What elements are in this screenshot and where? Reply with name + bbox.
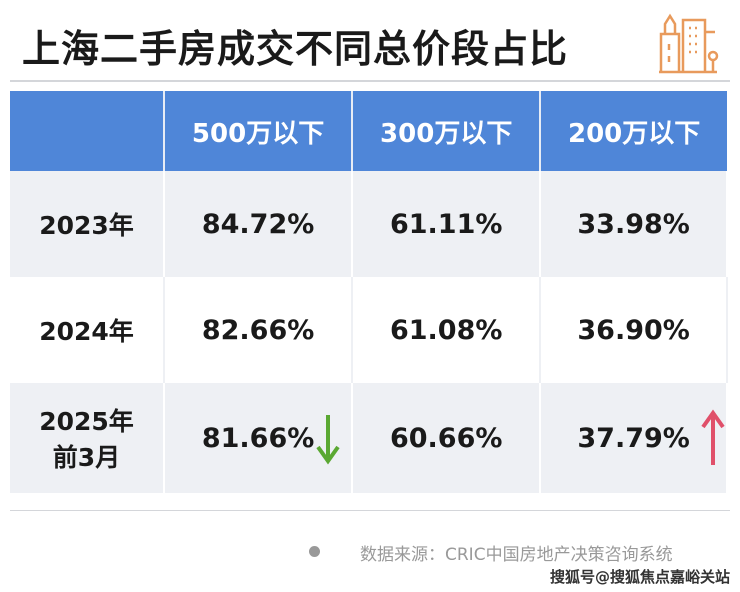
row-label-year: 2025年 bbox=[39, 407, 134, 436]
bullet-icon bbox=[309, 546, 320, 557]
header-empty bbox=[10, 91, 165, 171]
table-row: 2024年 82.66% 61.08% 36.90% bbox=[10, 277, 728, 383]
source-note: 数据来源：CRIC中国房地产决策咨询系统 bbox=[360, 545, 673, 565]
cell-value: 81.66% bbox=[201, 422, 315, 454]
header-row: 500万以下 300万以下 200万以下 bbox=[10, 91, 727, 171]
cell-value: 61.08% bbox=[352, 277, 542, 383]
page-title: 上海二手房成交不同总价段占比 bbox=[22, 27, 569, 71]
cell-value: 60.66% bbox=[352, 383, 542, 493]
cell-value: 82.66% bbox=[164, 277, 354, 383]
cell-value: 36.90% bbox=[540, 277, 728, 383]
cell-value-with-arrow: 81.66% bbox=[164, 383, 354, 493]
table-row: 2023年 84.72% 61.11% 33.98% bbox=[10, 171, 728, 277]
row-label: 2025年 前3月 bbox=[10, 383, 165, 493]
header-col: 500万以下 bbox=[164, 91, 354, 171]
divider bbox=[10, 80, 730, 82]
building-icon bbox=[659, 13, 719, 74]
cell-value: 84.72% bbox=[164, 171, 354, 277]
arrow-up-icon bbox=[701, 409, 726, 465]
row-label: 2023年 bbox=[10, 171, 165, 277]
watermark: 搜狐号@搜狐焦点嘉峪关站 bbox=[550, 568, 731, 586]
header-col: 200万以下 bbox=[540, 91, 727, 171]
row-label: 2024年 bbox=[10, 277, 165, 383]
header-col: 300万以下 bbox=[352, 91, 542, 171]
cell-value: 33.98% bbox=[540, 171, 728, 277]
cell-value: 61.11% bbox=[352, 171, 542, 277]
divider bbox=[10, 510, 730, 511]
price-share-table: 500万以下 300万以下 200万以下 2023年 84.72% 61.11%… bbox=[10, 91, 728, 493]
table-row: 2025年 前3月 81.66% 60.66% 37.79% bbox=[10, 383, 728, 493]
arrow-down-icon bbox=[316, 414, 340, 464]
row-label-sub: 前3月 bbox=[52, 443, 121, 472]
cell-value: 37.79% bbox=[577, 422, 690, 454]
cell-value-with-arrow: 37.79% bbox=[540, 383, 728, 493]
